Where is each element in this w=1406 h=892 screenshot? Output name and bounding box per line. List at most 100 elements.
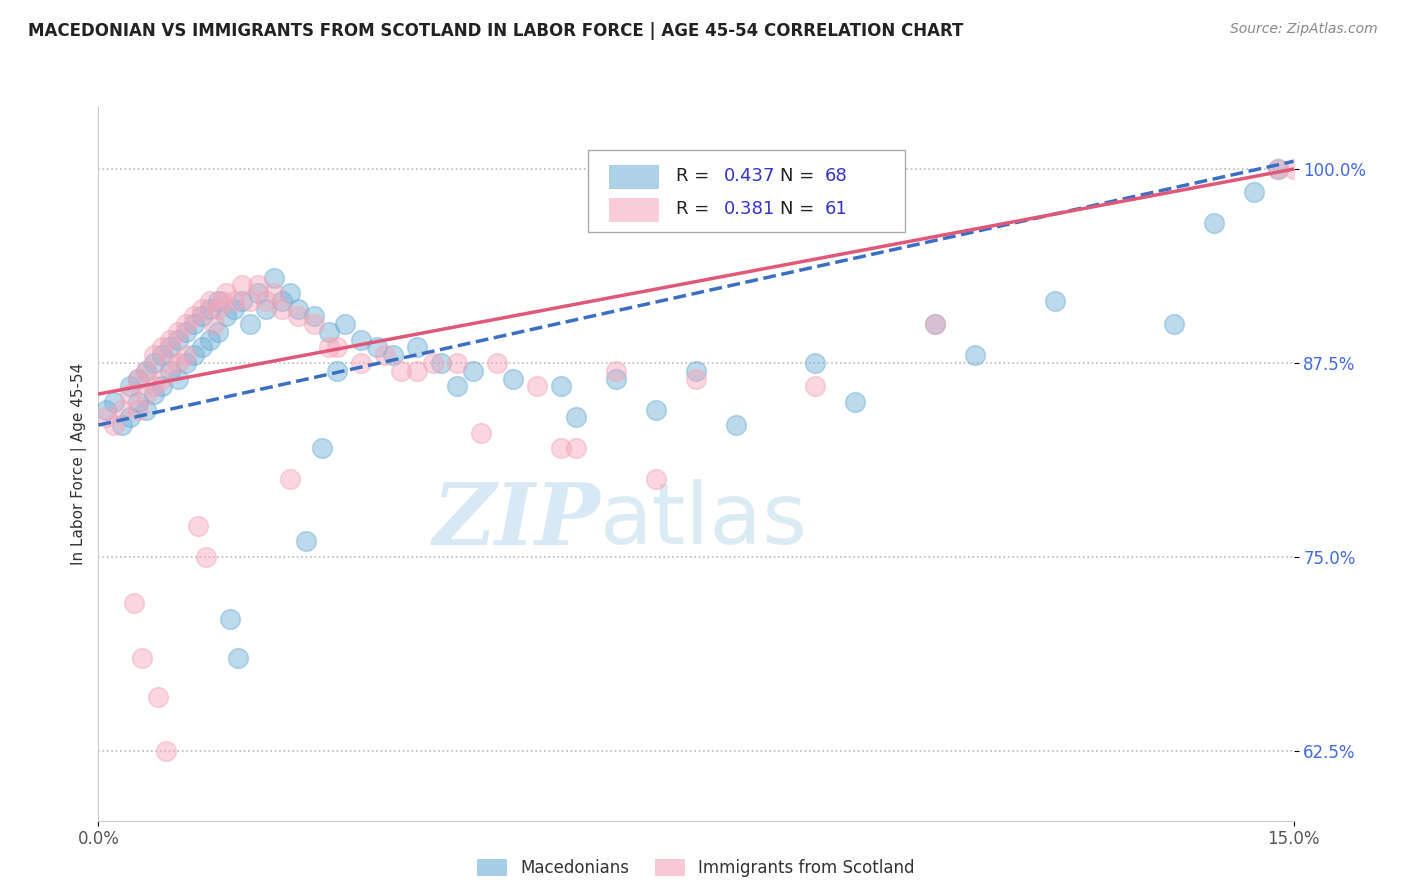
Point — [422, 356, 444, 370]
Point — [195, 549, 218, 564]
Point — [215, 310, 238, 324]
Point — [565, 410, 588, 425]
Point — [382, 348, 405, 362]
Text: 61: 61 — [825, 200, 848, 218]
Point — [1282, 162, 1305, 177]
Point — [270, 293, 292, 308]
Text: 0.381: 0.381 — [724, 200, 775, 218]
Point — [550, 442, 572, 456]
Point — [111, 418, 134, 433]
Point — [155, 744, 177, 758]
Point — [278, 472, 301, 486]
Point — [215, 286, 238, 301]
Point — [183, 348, 205, 362]
Point — [231, 278, 253, 293]
Point — [211, 293, 233, 308]
Point — [191, 341, 214, 355]
Point — [131, 650, 153, 665]
Point — [1202, 216, 1225, 230]
Point — [167, 333, 190, 347]
Point — [167, 356, 190, 370]
Point — [406, 341, 429, 355]
Point — [246, 278, 269, 293]
Point — [302, 317, 325, 331]
Point — [366, 341, 388, 355]
Point — [350, 333, 373, 347]
Point — [526, 379, 548, 393]
Point — [183, 310, 205, 324]
Point — [446, 356, 468, 370]
Text: R =: R = — [676, 200, 714, 218]
Point — [724, 418, 747, 433]
Point — [159, 341, 181, 355]
Point — [135, 402, 157, 417]
Point — [183, 317, 205, 331]
Point — [174, 356, 197, 370]
Point — [135, 387, 157, 401]
Point — [446, 379, 468, 393]
Point — [1043, 293, 1066, 308]
Point — [1267, 162, 1289, 177]
Point — [239, 317, 262, 331]
Point — [461, 364, 484, 378]
Point — [406, 364, 429, 378]
Point — [150, 371, 173, 385]
Point — [565, 442, 588, 456]
Point — [222, 293, 245, 308]
Point — [685, 371, 707, 385]
Point — [1243, 186, 1265, 200]
Point — [1267, 162, 1289, 177]
Point — [143, 356, 166, 370]
FancyBboxPatch shape — [588, 150, 905, 232]
Point — [96, 402, 118, 417]
Point — [198, 301, 221, 316]
Point — [374, 348, 396, 362]
Point — [550, 379, 572, 393]
Text: 68: 68 — [825, 168, 848, 186]
Point — [326, 341, 349, 355]
Point — [120, 387, 142, 401]
Point — [804, 379, 827, 393]
Point — [263, 270, 285, 285]
Point — [167, 325, 190, 339]
Y-axis label: In Labor Force | Age 45-54: In Labor Force | Age 45-54 — [72, 363, 87, 565]
Point — [287, 310, 309, 324]
Point — [430, 356, 453, 370]
Point — [120, 410, 142, 425]
Point — [167, 371, 190, 385]
Point — [254, 293, 277, 308]
Point — [148, 690, 170, 704]
Point — [103, 394, 125, 409]
Point — [311, 442, 333, 456]
Point — [187, 519, 209, 533]
FancyBboxPatch shape — [609, 198, 659, 222]
Point — [350, 356, 373, 370]
Point — [127, 371, 149, 385]
Point — [174, 325, 197, 339]
Point — [103, 418, 125, 433]
Point — [191, 310, 214, 324]
Text: MACEDONIAN VS IMMIGRANTS FROM SCOTLAND IN LABOR FORCE | AGE 45-54 CORRELATION CH: MACEDONIAN VS IMMIGRANTS FROM SCOTLAND I… — [28, 22, 963, 40]
Point — [239, 293, 262, 308]
Point — [263, 286, 285, 301]
Point — [287, 301, 309, 316]
Point — [502, 371, 524, 385]
Point — [963, 348, 986, 362]
Point — [278, 286, 301, 301]
Point — [127, 394, 149, 409]
Point — [150, 348, 173, 362]
Point — [159, 333, 181, 347]
Point — [470, 425, 492, 440]
Point — [127, 371, 149, 385]
Point — [207, 325, 229, 339]
Point — [127, 402, 149, 417]
Point — [645, 472, 668, 486]
Point — [143, 379, 166, 393]
Point — [159, 364, 181, 378]
Point — [143, 348, 166, 362]
Point — [294, 534, 316, 549]
Point — [202, 317, 225, 331]
Point — [124, 597, 146, 611]
Point — [143, 387, 166, 401]
Point — [645, 402, 668, 417]
